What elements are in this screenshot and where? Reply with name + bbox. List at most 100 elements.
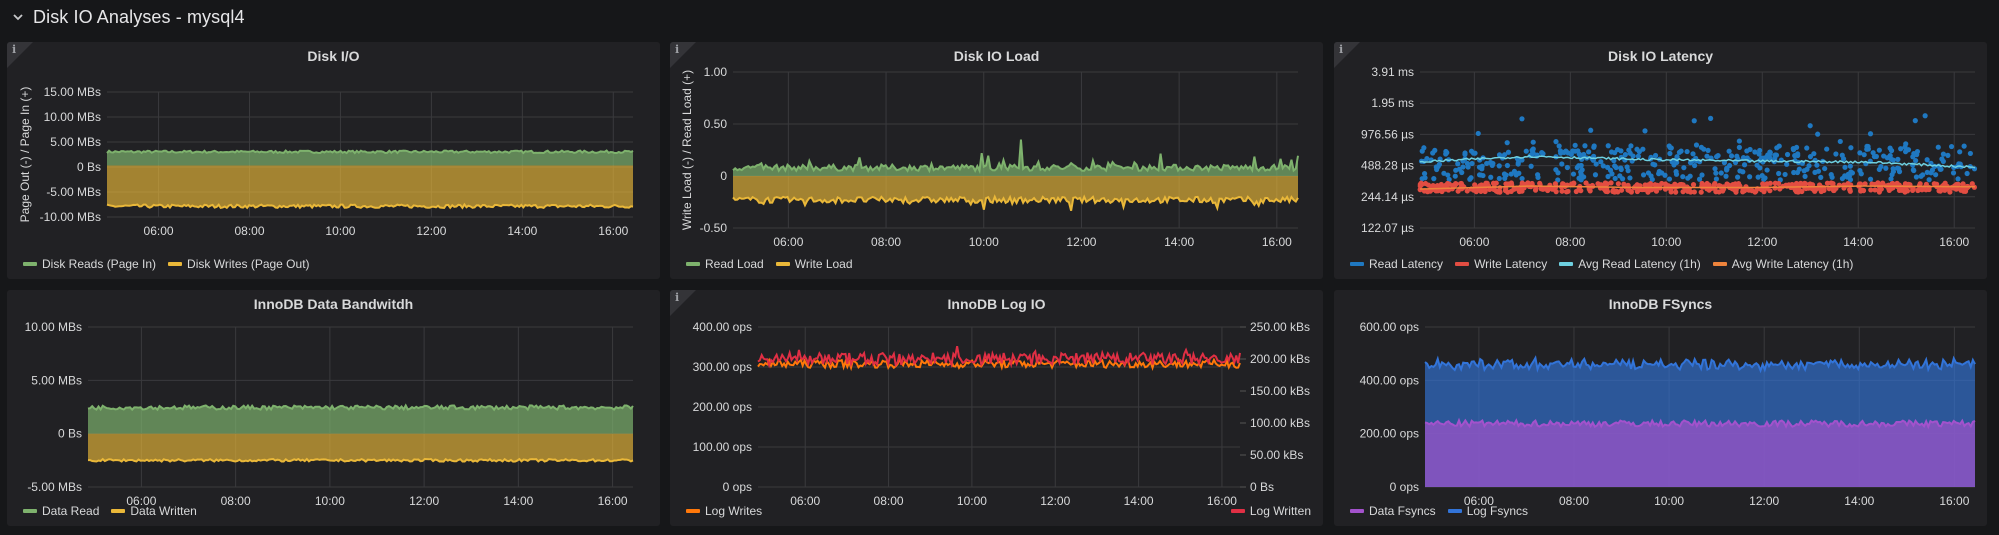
series-area	[733, 139, 1298, 176]
read-latency-point	[1496, 175, 1502, 182]
read-latency-point	[1890, 166, 1896, 172]
chart-plot[interactable]: 10.00 MBs 5.00 MBs 0 Bs -5.00 MBs 06:00 08:00…	[7, 290, 660, 526]
legend-item[interactable]: Data Read	[23, 504, 99, 518]
write-latency-point	[1595, 181, 1601, 187]
read-latency-point	[1452, 173, 1458, 179]
read-latency-point	[1528, 163, 1534, 169]
y-axis-label: Write Load (-) / Read Load (+)	[680, 70, 694, 230]
panel-info-corner[interactable]	[7, 42, 33, 68]
read-latency-point	[1519, 175, 1525, 182]
panel-title[interactable]: Disk IO Latency	[1607, 48, 1714, 64]
read-latency-point	[1737, 168, 1743, 174]
read-latency-point	[1687, 173, 1693, 179]
legend-swatch-icon	[23, 509, 37, 513]
chart-plot[interactable]: 15.00 MBs 10.00 MBs 5.00 MBs 0 Bs -5.00 MBs -…	[7, 42, 660, 279]
read-latency-point	[1861, 152, 1867, 158]
y-tick-label: 10.00 MBs	[25, 320, 82, 334]
write-latency-point	[1571, 180, 1577, 186]
read-latency-point	[1586, 149, 1592, 155]
read-latency-point	[1553, 139, 1559, 145]
read-latency-point	[1767, 155, 1773, 161]
read-latency-point	[1881, 153, 1887, 159]
read-latency-point	[1776, 170, 1782, 177]
y-tick-label: 1.00	[704, 65, 728, 79]
write-latency-point	[1802, 181, 1809, 187]
write-latency-point	[1952, 183, 1958, 189]
legend-item[interactable]: Disk Reads (Page In)	[23, 257, 156, 271]
read-latency-point	[1849, 170, 1855, 176]
read-latency-point	[1713, 170, 1719, 176]
write-latency-point	[1812, 188, 1818, 194]
read-latency-point	[1784, 161, 1790, 167]
legend-item[interactable]: Read Latency	[1350, 257, 1443, 271]
read-latency-point	[1811, 151, 1817, 157]
chart-plot[interactable]: 3.91 ms 1.95 ms 976.56 µs 488.28 µs 244.14 µ…	[1334, 42, 1987, 279]
write-latency-point	[1915, 187, 1921, 194]
write-latency-point	[1559, 188, 1565, 194]
write-latency-point	[1659, 180, 1665, 187]
panel-title[interactable]: Disk IO Load	[953, 48, 1040, 64]
legend-item[interactable]: Avg Write Latency (1h)	[1712, 257, 1853, 271]
panel-info-corner[interactable]	[1334, 42, 1360, 68]
read-latency-point	[1625, 168, 1631, 174]
write-latency-point	[1478, 182, 1485, 188]
row-header[interactable]: Disk IO Analyses - mysql4	[0, 0, 245, 34]
read-latency-point	[1652, 162, 1658, 168]
read-latency-point	[1723, 173, 1729, 179]
read-latency-point	[1815, 168, 1822, 174]
y-tick-label: 0 ops	[723, 480, 752, 494]
chart-plot[interactable]: 400.00 ops 300.00 ops 200.00 ops 100.00 ops…	[670, 290, 1323, 526]
panel-info-corner[interactable]	[670, 42, 696, 68]
write-latency-point	[1654, 184, 1660, 190]
read-latency-point	[1593, 161, 1599, 167]
legend-item[interactable]: Data Written	[111, 504, 197, 518]
panel-info-corner[interactable]	[670, 290, 696, 316]
read-latency-point	[1888, 156, 1895, 162]
panel-title[interactable]: InnoDB FSyncs	[1608, 296, 1713, 312]
legend-item[interactable]: Disk Writes (Page Out)	[168, 257, 310, 271]
write-latency-point	[1587, 188, 1593, 194]
write-latency-point	[1511, 186, 1518, 192]
y-tick-label: 200.00 ops	[1360, 427, 1419, 441]
read-latency-point	[1759, 172, 1765, 179]
legend-item[interactable]: Log Written	[1230, 504, 1311, 518]
y-tick-label: -10.00 MBs	[40, 210, 101, 224]
read-latency-point	[1928, 170, 1934, 176]
panel-title[interactable]: InnoDB Data Bandwitdh	[253, 296, 414, 312]
info-icon[interactable]: i	[1339, 43, 1344, 56]
read-latency-point	[1572, 142, 1578, 148]
read-latency-point	[1556, 143, 1562, 149]
info-icon[interactable]: i	[675, 43, 680, 56]
chart-plot[interactable]: 600.00 ops 400.00 ops 200.00 ops 0 ops 06:00…	[1334, 290, 1987, 526]
write-latency-point	[1961, 188, 1967, 194]
info-icon[interactable]: i	[12, 43, 17, 56]
write-latency-point	[1792, 187, 1798, 193]
legend: Read Load Write Load	[686, 257, 853, 271]
write-latency-point	[1711, 182, 1717, 188]
legend-item[interactable]: Write Latency	[1455, 257, 1547, 271]
write-latency-point	[1876, 189, 1882, 195]
legend-item[interactable]: Log Writes	[686, 504, 762, 518]
y-tick-label: 15.00 MBs	[44, 85, 101, 99]
avg-read-latency-line	[1419, 154, 1976, 169]
read-latency-point	[1757, 147, 1763, 154]
x-tick-label: 16:00	[1262, 235, 1292, 249]
legend-swatch-icon	[1712, 262, 1727, 266]
info-icon[interactable]: i	[675, 291, 680, 304]
read-latency-point	[1705, 147, 1711, 153]
chart-plot[interactable]: 1.00 0.50 0 -0.50 06:00 08:00 10:00 12:00 14:00 1…	[670, 42, 1323, 279]
legend-item[interactable]: Log Fsyncs	[1447, 504, 1528, 518]
panel-title[interactable]: Disk I/O	[307, 48, 360, 64]
chevron-down-icon[interactable]	[11, 10, 25, 24]
legend-item[interactable]: Avg Read Latency (1h)	[1559, 257, 1701, 271]
panel-title[interactable]: InnoDB Log IO	[947, 296, 1046, 312]
y-tick-label: 300.00 ops	[693, 360, 752, 374]
read-latency-point	[1964, 170, 1970, 177]
write-latency-point	[1573, 188, 1579, 195]
read-latency-point	[1895, 156, 1901, 162]
legend-item[interactable]: Read Load	[686, 257, 764, 271]
legend-swatch-icon	[775, 262, 790, 266]
read-latency-point	[1896, 165, 1902, 172]
legend-item[interactable]: Write Load	[775, 257, 853, 271]
legend-item[interactable]: Data Fsyncs	[1350, 504, 1436, 518]
